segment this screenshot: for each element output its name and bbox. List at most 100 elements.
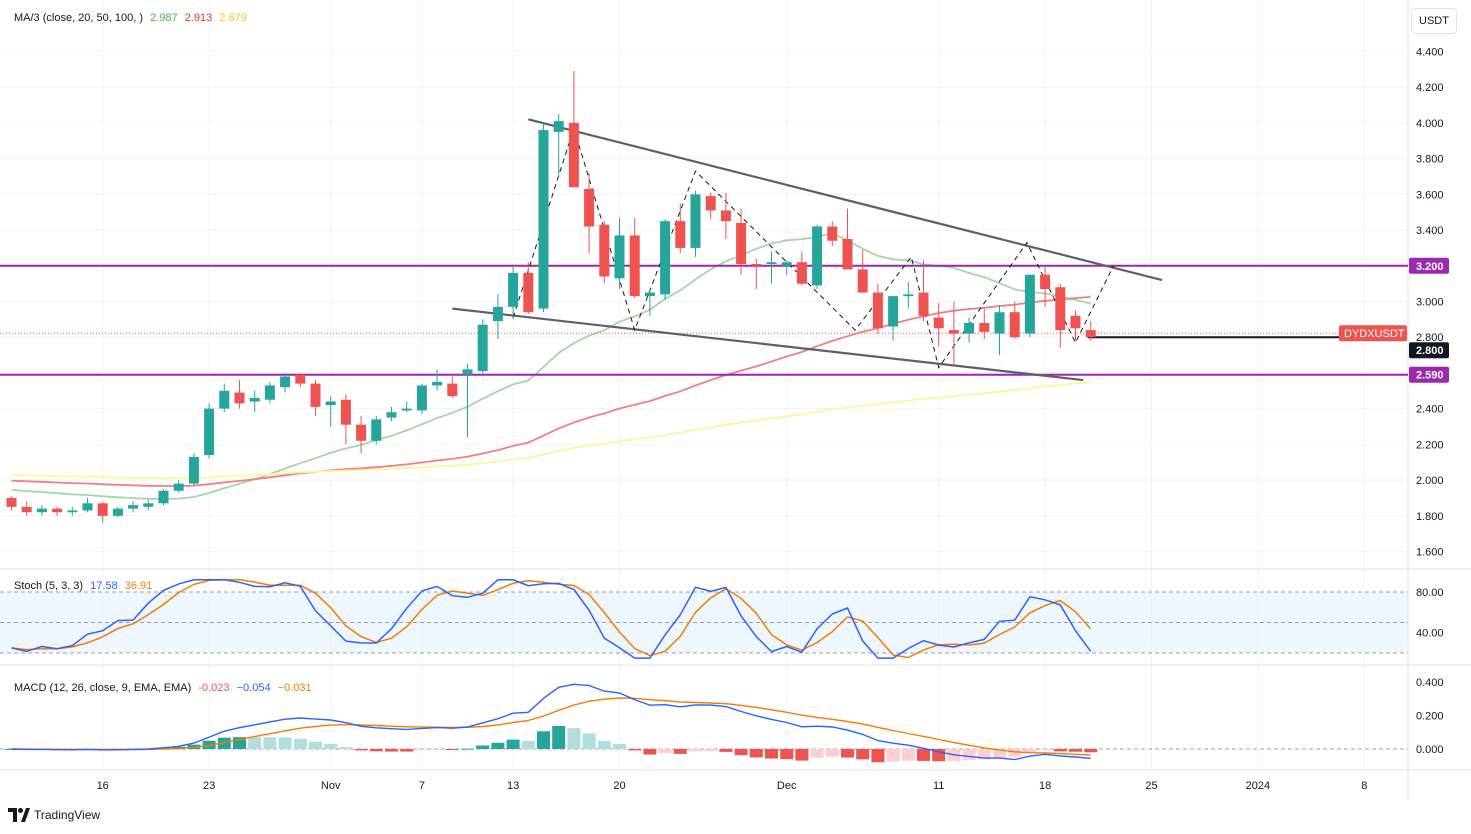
candle-body[interactable]: [1024, 274, 1035, 334]
candle-body[interactable]: [720, 210, 731, 222]
candle-body[interactable]: [97, 503, 108, 516]
candle-body[interactable]: [644, 292, 655, 297]
candle-body[interactable]: [1070, 315, 1081, 329]
candle-body[interactable]: [295, 374, 306, 384]
candle-body[interactable]: [143, 503, 154, 507]
candle-body[interactable]: [356, 424, 367, 441]
upper-wedge-trendline[interactable]: [528, 118, 1163, 282]
candle-body[interactable]: [827, 226, 838, 241]
candle-body[interactable]: [857, 269, 868, 293]
stoch-legend[interactable]: Stoch (5, 3, 3) 17.58 36.91: [14, 580, 156, 592]
candle-body[interactable]: [264, 385, 275, 400]
macd-histogram-bar: [917, 749, 930, 761]
candle-body[interactable]: [842, 239, 853, 270]
candle-body[interactable]: [204, 408, 215, 456]
time-tick-label: 25: [1145, 780, 1157, 792]
macd-legend-label: MACD (12, 26, close, 9, EMA, EMA): [14, 682, 192, 694]
candle-body[interactable]: [690, 194, 701, 248]
price-tick-label: 2.000: [1416, 475, 1444, 487]
macd-histogram-bar: [795, 749, 809, 761]
macd-histogram-bar: [491, 742, 505, 749]
candle-body[interactable]: [158, 490, 169, 504]
candle-body[interactable]: [36, 508, 47, 513]
price-tick-label: 3.600: [1416, 189, 1444, 201]
candle-body[interactable]: [462, 369, 473, 375]
time-axis[interactable]: 16 23 Nov 7 13 20 Dec 11 18 25 2024 8: [97, 780, 1368, 792]
candle-body[interactable]: [67, 510, 78, 513]
candle-body[interactable]: [447, 383, 458, 397]
candle-body[interactable]: [1085, 330, 1096, 338]
candle-body[interactable]: [964, 322, 975, 334]
candle-body[interactable]: [477, 324, 488, 372]
price-tick-label: 1.600: [1416, 547, 1444, 559]
candle-body[interactable]: [675, 221, 686, 248]
candle-body[interactable]: [492, 306, 503, 322]
candle-body[interactable]: [553, 121, 564, 132]
candle-body[interactable]: [948, 330, 959, 334]
price-axis[interactable]: 4.400 4.200 4.000 3.800 3.600 3.400 3.200 3.000…: [1339, 47, 1449, 757]
candle-body[interactable]: [903, 294, 914, 297]
candle-body[interactable]: [568, 122, 579, 188]
macd-histogram-bar: [521, 740, 535, 749]
macd-histogram-bar: [430, 749, 444, 750]
candle-body[interactable]: [21, 506, 32, 513]
candle-body[interactable]: [629, 235, 640, 297]
candle-body[interactable]: [1009, 312, 1020, 338]
candle-body[interactable]: [310, 383, 321, 407]
candle-body[interactable]: [1040, 274, 1051, 289]
candle-body[interactable]: [52, 508, 63, 513]
candle-body[interactable]: [340, 399, 351, 425]
candle-body[interactable]: [371, 419, 382, 441]
currency-button[interactable]: USDT: [1411, 8, 1457, 34]
candle-body[interactable]: [933, 317, 944, 329]
candle-body[interactable]: [219, 390, 230, 409]
candle-body[interactable]: [872, 292, 883, 329]
candle-body[interactable]: [705, 196, 716, 211]
candle-body[interactable]: [614, 235, 625, 279]
candle-body[interactable]: [888, 296, 899, 327]
lower-wedge-trendline[interactable]: [452, 307, 1084, 382]
candle-body[interactable]: [523, 272, 534, 313]
candle-body[interactable]: [660, 221, 671, 295]
candle-body[interactable]: [508, 272, 519, 307]
macd-histogram-bar: [993, 749, 1006, 758]
level-tag-bg: [1409, 257, 1449, 274]
candle-body[interactable]: [401, 408, 412, 411]
ma-legend-label: MA/3 (close, 20, 50, 100, ): [14, 12, 144, 24]
candle-body[interactable]: [736, 222, 747, 264]
candle-body[interactable]: [234, 392, 245, 404]
candle-body[interactable]: [766, 262, 777, 264]
candle-body[interactable]: [751, 264, 762, 266]
candle-body[interactable]: [796, 262, 807, 284]
candle-body[interactable]: [280, 376, 291, 388]
macd-histogram-bar: [597, 740, 611, 749]
candles-group[interactable]: [6, 71, 1096, 523]
candle-body[interactable]: [82, 503, 93, 511]
macd-histogram-bar: [415, 749, 429, 751]
candle-body[interactable]: [538, 130, 549, 309]
candle-body[interactable]: [416, 385, 427, 411]
candle-body[interactable]: [1055, 287, 1066, 331]
ma-legend[interactable]: MA/3 (close, 20, 50, 100, ) 2.987 2.913 …: [14, 12, 251, 24]
macd-legend[interactable]: MACD (12, 26, close, 9, EMA, EMA) -0.023…: [14, 682, 316, 694]
candle-body[interactable]: [112, 508, 123, 516]
macd-histogram-bar: [537, 731, 550, 749]
candle-body[interactable]: [6, 497, 17, 507]
candle-body[interactable]: [128, 505, 139, 509]
time-tick-label: 13: [507, 780, 519, 792]
tradingview-footer[interactable]: TradingView: [8, 808, 100, 822]
candle-body[interactable]: [432, 381, 443, 386]
candle-body[interactable]: [584, 189, 595, 227]
candle-body[interactable]: [386, 412, 397, 418]
candle-body[interactable]: [249, 397, 260, 402]
candle-body[interactable]: [188, 456, 199, 484]
candle-body[interactable]: [918, 292, 929, 316]
candle-body[interactable]: [812, 226, 823, 286]
candle-body[interactable]: [599, 224, 610, 277]
candle-body[interactable]: [994, 312, 1005, 334]
candle-body[interactable]: [979, 322, 990, 332]
candle-body[interactable]: [781, 262, 792, 266]
candle-body[interactable]: [325, 401, 336, 406]
candle-body[interactable]: [173, 483, 184, 491]
